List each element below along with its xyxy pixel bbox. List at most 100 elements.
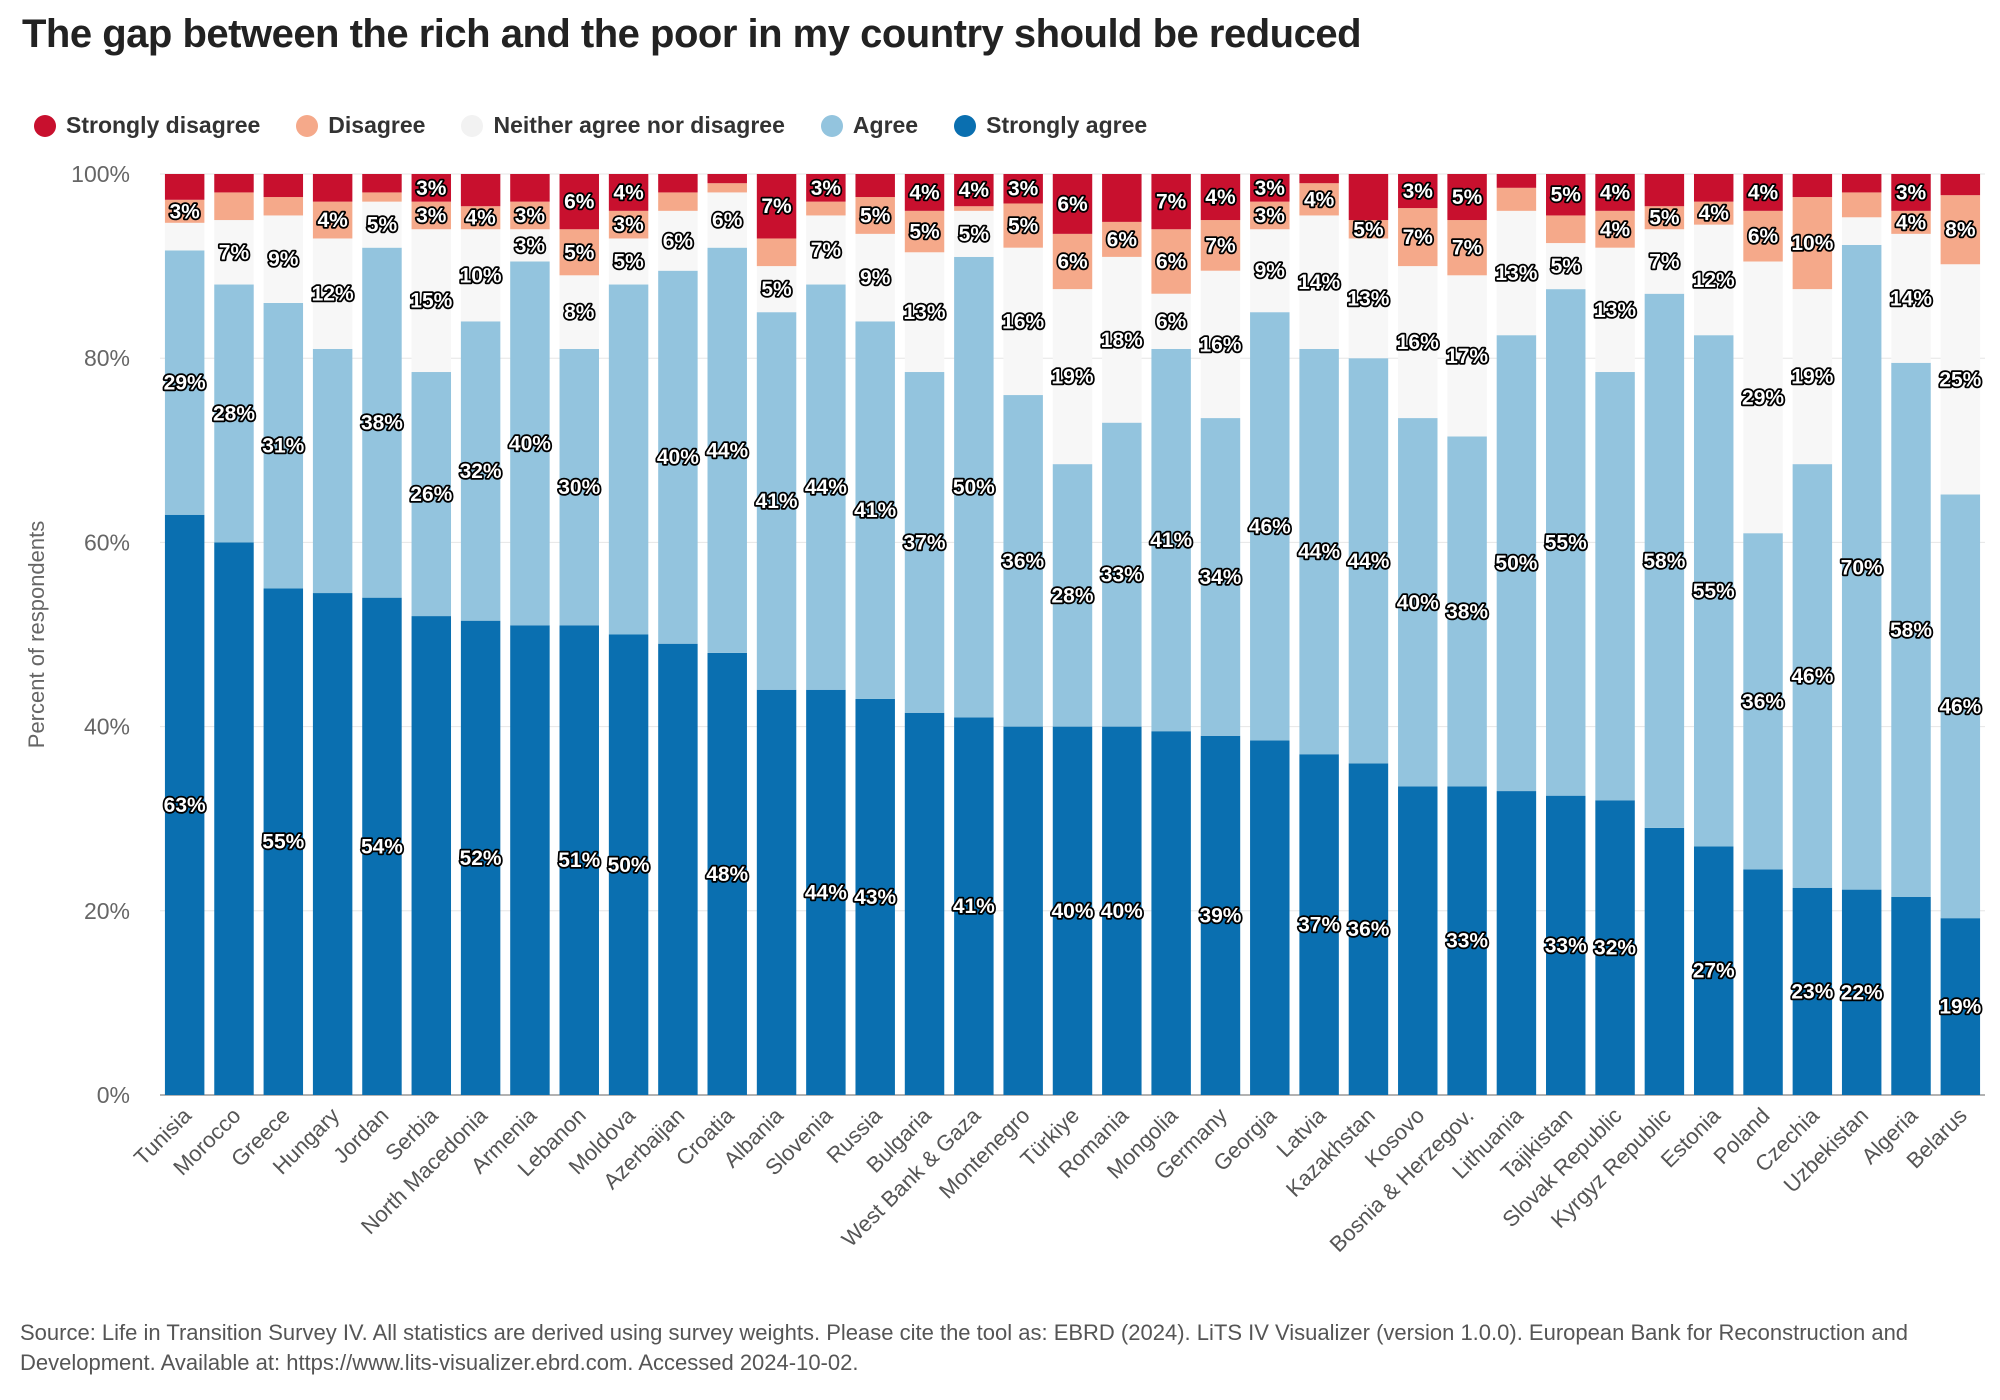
- bar-segment: [1348, 220, 1389, 239]
- bar-segment: [164, 250, 205, 515]
- data-label: 6%: [1057, 250, 1088, 273]
- bar-segment: [312, 238, 353, 349]
- bar-segment: [1693, 224, 1734, 336]
- bar-segment: [1299, 215, 1339, 349]
- data-label: 38%: [361, 412, 403, 435]
- bar-segment: [1447, 786, 1487, 1095]
- legend-item-disagree[interactable]: Disagree: [296, 112, 425, 139]
- bar-segment: [362, 597, 402, 1095]
- bar-segment: [1693, 846, 1734, 1095]
- data-label: 4%: [1600, 218, 1631, 241]
- data-label: 16%: [1199, 333, 1241, 356]
- data-label: 3%: [1255, 204, 1286, 227]
- bar-segment: [1792, 464, 1833, 888]
- bar-segment: [1546, 243, 1586, 290]
- bar-segment: [756, 238, 797, 267]
- data-label: 4%: [1699, 202, 1730, 225]
- bar-segment: [1743, 869, 1783, 1095]
- bar-segment: [263, 174, 304, 198]
- bar-segment: [1496, 335, 1537, 792]
- y-tick-label: 0%: [97, 1082, 130, 1108]
- legend-item-neither[interactable]: Neither agree nor disagree: [461, 112, 785, 139]
- data-label: 52%: [460, 847, 502, 870]
- legend-item-agree[interactable]: Agree: [820, 112, 919, 139]
- bar-segment: [559, 229, 599, 276]
- legend-item-strongly-agree[interactable]: Strongly agree: [954, 112, 1147, 139]
- bar-segment: [263, 588, 304, 1095]
- bar-segment: [1595, 800, 1635, 1095]
- data-label: 43%: [854, 886, 896, 909]
- bar-segment: [411, 229, 452, 373]
- legend-label: Strongly agree: [986, 112, 1148, 138]
- bar-segment: [1102, 422, 1142, 727]
- data-label: 32%: [460, 460, 502, 483]
- legend: Strongly disagree Disagree Neither agree…: [34, 112, 1147, 139]
- bar-segment: [1644, 229, 1685, 294]
- bar-segment: [362, 247, 402, 598]
- y-axis-label: Percent of respondents: [24, 521, 49, 748]
- bar-segment: [1891, 210, 1931, 234]
- bar-segment: [1595, 247, 1635, 373]
- legend-label: Agree: [852, 112, 919, 138]
- bar-segment: [1200, 418, 1241, 736]
- data-label: 5%: [1551, 255, 1582, 278]
- bar-segment: [1151, 174, 1191, 230]
- bar-segment: [214, 284, 254, 543]
- data-label: 63%: [164, 794, 206, 817]
- data-label: 16%: [1397, 331, 1439, 354]
- bar-segment: [954, 256, 994, 718]
- data-label: 44%: [706, 439, 748, 462]
- bar-segment: [1792, 174, 1833, 198]
- bar-segment: [1644, 174, 1685, 207]
- data-label: 44%: [1347, 550, 1389, 573]
- data-label: 29%: [164, 372, 206, 395]
- bar-segment: [855, 321, 895, 699]
- data-label: 5%: [1649, 207, 1680, 230]
- bar-segment: [1644, 827, 1685, 1095]
- data-label: 8%: [1945, 219, 1976, 242]
- bar-segment: [460, 206, 501, 230]
- data-label: 70%: [1841, 556, 1883, 579]
- bar-segment: [1299, 183, 1339, 216]
- bar-segment: [1052, 233, 1093, 290]
- bar-segment: [806, 201, 846, 216]
- y-tick-label: 60%: [84, 529, 130, 555]
- bar-segment: [1546, 215, 1586, 244]
- bar-segment: [362, 192, 402, 202]
- data-label: 6%: [663, 230, 694, 253]
- legend-item-strongly-disagree[interactable]: Strongly disagree: [34, 112, 260, 139]
- bar-segment: [1447, 275, 1487, 437]
- bar-segment: [1940, 174, 1981, 196]
- data-label: 3%: [1896, 181, 1927, 204]
- data-label: 23%: [1791, 980, 1833, 1003]
- data-label: 36%: [1347, 918, 1389, 941]
- data-label: 58%: [1890, 619, 1932, 642]
- bar-segment: [806, 284, 846, 690]
- bar-segment: [608, 284, 649, 635]
- bar-segment: [707, 652, 747, 1095]
- data-label: 44%: [805, 881, 847, 904]
- bar-segment: [1940, 264, 1981, 495]
- data-label: 22%: [1841, 981, 1883, 1004]
- data-label: 3%: [416, 177, 447, 200]
- data-label: 3%: [515, 234, 546, 257]
- data-label: 4%: [1896, 211, 1927, 234]
- y-tick-label: 20%: [84, 898, 130, 924]
- y-tick-label: 80%: [84, 345, 130, 371]
- data-label: 5%: [564, 241, 595, 264]
- bar-segment: [1052, 464, 1093, 727]
- data-label: 33%: [1545, 934, 1587, 957]
- data-label: 4%: [1304, 188, 1335, 211]
- bar-segment: [164, 199, 205, 223]
- bar-segment: [658, 210, 698, 271]
- bar-segment: [214, 542, 254, 1095]
- bar-segment: [1398, 786, 1438, 1095]
- data-label: 46%: [1791, 665, 1833, 688]
- bar-segment: [1841, 174, 1882, 193]
- bar-segment: [904, 174, 945, 211]
- bar-segment: [1792, 197, 1833, 290]
- data-label: 5%: [1008, 215, 1039, 238]
- bar-segment: [1052, 726, 1093, 1095]
- bar-segment: [1841, 244, 1882, 890]
- data-label: 16%: [1002, 310, 1044, 333]
